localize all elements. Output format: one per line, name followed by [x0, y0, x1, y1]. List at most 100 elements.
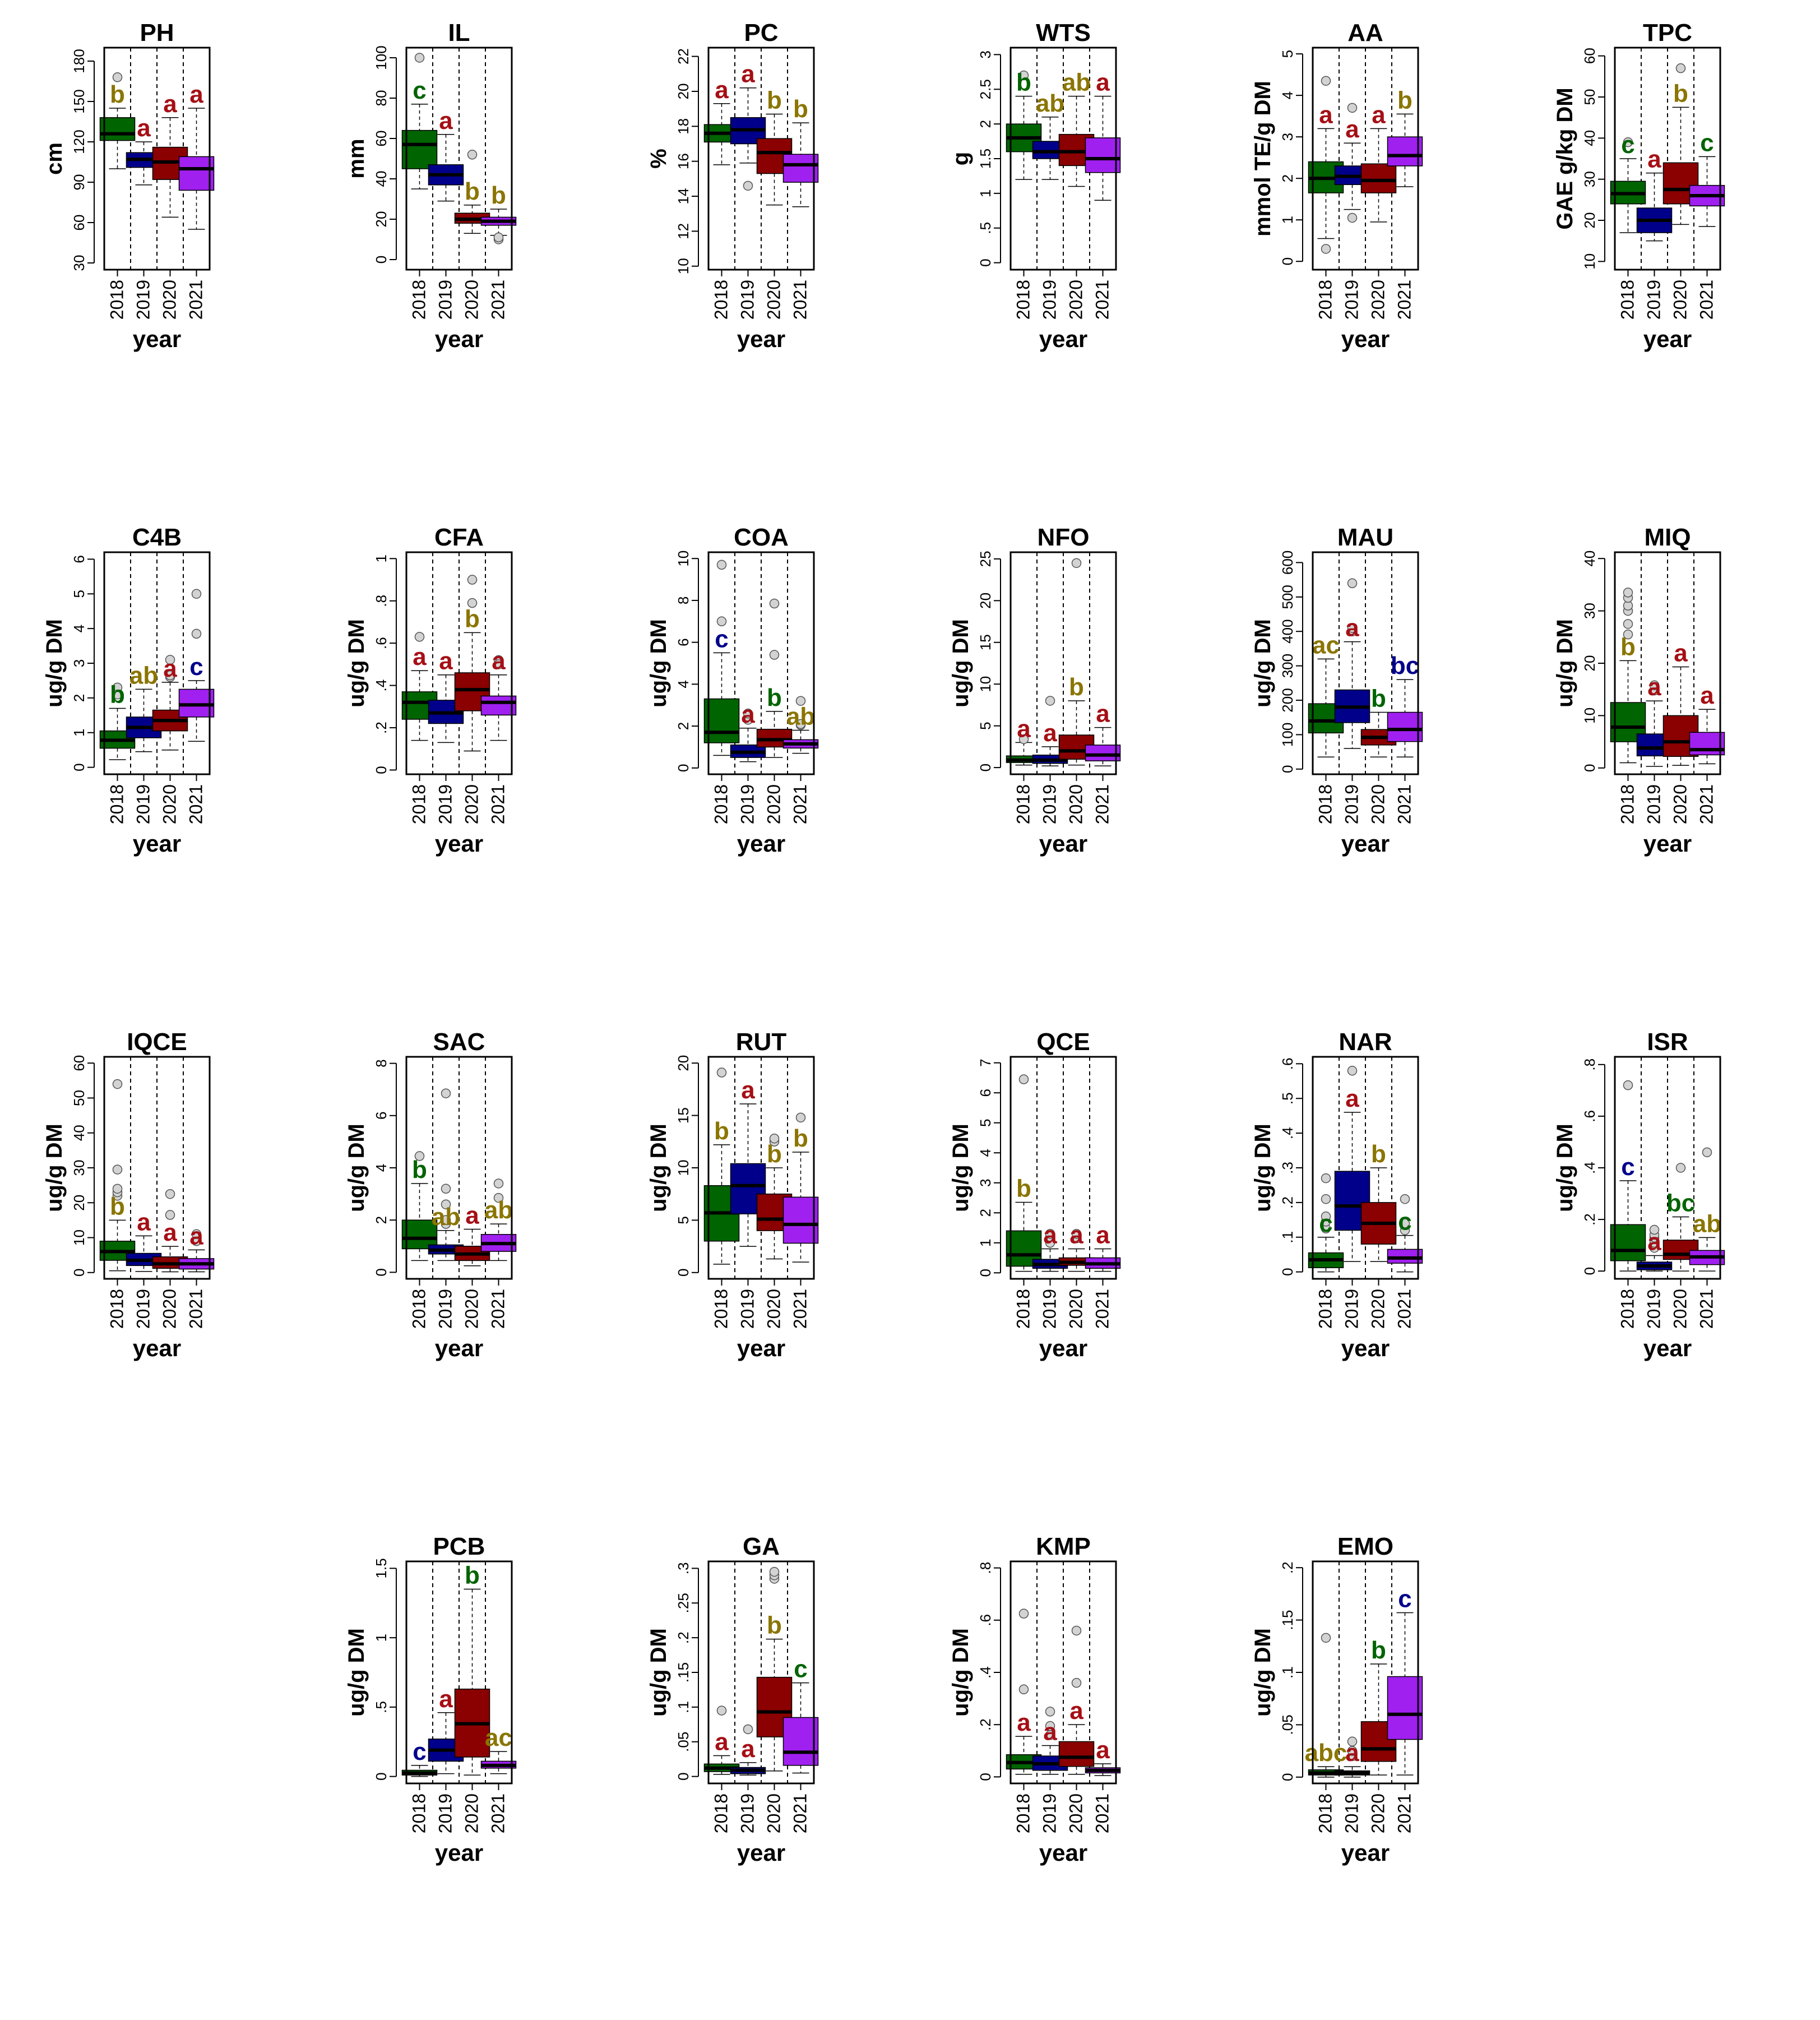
plot-frame — [1312, 1056, 1419, 1280]
box-2021: a — [1085, 700, 1121, 766]
x-axis-label: year — [1039, 830, 1087, 857]
y-tick-label: 5 — [71, 590, 87, 598]
box-2020: a — [152, 655, 188, 751]
box-iqr — [1610, 1224, 1646, 1261]
box-2019: a — [1636, 146, 1673, 242]
x-tick-label: 2021 — [1395, 1793, 1415, 1833]
y-tick-label: 2 — [977, 120, 994, 128]
outlier-point — [769, 650, 780, 660]
box-iqr — [1085, 137, 1121, 173]
box-2018: c — [703, 560, 740, 756]
y-tick-label: 10 — [675, 258, 692, 274]
box-2021: a — [1085, 1736, 1121, 1776]
plot-frame — [1614, 1056, 1721, 1280]
significance-letter: b — [1069, 673, 1084, 701]
outlier-point — [1321, 1173, 1331, 1184]
y-tick-label: 1 — [977, 189, 994, 197]
y-tick-label: 3 — [71, 659, 87, 667]
outlier-point — [112, 1079, 123, 1089]
box-2018: a — [703, 1705, 740, 1775]
y-tick-label: 18 — [675, 118, 692, 135]
x-axis-label: year — [435, 326, 483, 352]
x-tick-label: 2020 — [764, 1793, 784, 1833]
outlier-point — [1623, 588, 1633, 598]
y-axis-label: cm — [42, 142, 67, 175]
y-tick-label: .1 — [1279, 1666, 1296, 1679]
y-axis-label: ug/g DM — [646, 1628, 671, 1717]
x-tick-label: 2019 — [1040, 280, 1060, 320]
y-tick-label: 10 — [977, 676, 994, 692]
y-tick-label: 5 — [977, 1118, 994, 1126]
box-2018: b — [99, 1079, 136, 1272]
x-tick-label: 2020 — [1066, 280, 1086, 320]
y-axis-label: ug/g DM — [344, 1124, 369, 1212]
outlier-point — [743, 181, 753, 191]
x-tick-label: 2021 — [1697, 280, 1717, 320]
x-tick-label: 2021 — [488, 1289, 508, 1329]
x-tick-label: 2018 — [409, 1793, 429, 1833]
y-tick-label: 1 — [977, 1239, 994, 1247]
outlier-point — [1623, 1080, 1633, 1090]
x-tick-label: 2021 — [186, 280, 206, 320]
box-2018: b — [1006, 1074, 1042, 1272]
y-tick-label: 10 — [1581, 708, 1598, 724]
y-tick-label: 0 — [675, 1269, 692, 1277]
significance-letter: ab — [484, 1196, 513, 1224]
significance-letter: c — [715, 625, 728, 653]
x-tick-label: 2019 — [1342, 280, 1362, 320]
y-tick-label: .1 — [675, 1701, 692, 1713]
y-tick-label: .2 — [675, 1631, 692, 1644]
x-tick-label: 2018 — [711, 784, 731, 824]
box-2020: a — [152, 90, 188, 218]
box-2020: a — [1360, 101, 1397, 223]
outlier-point — [1675, 63, 1686, 73]
box-2019: a — [428, 107, 464, 202]
box-2020: b — [454, 575, 490, 752]
significance-letter: c — [1398, 1208, 1411, 1236]
outlier-point — [1321, 1194, 1331, 1204]
y-tick-label: 4 — [373, 1164, 390, 1172]
y-tick-label: .25 — [675, 1593, 692, 1613]
box-2018: c — [1308, 1173, 1344, 1273]
significance-letter: a — [439, 107, 453, 135]
plot-frame — [103, 1056, 211, 1280]
y-tick-label: 40 — [71, 1125, 87, 1141]
x-tick-label: 2019 — [1342, 1289, 1362, 1329]
outlier-point — [1347, 578, 1358, 589]
box-2020: b — [756, 86, 793, 206]
box-2021: c — [1387, 1194, 1423, 1273]
x-tick-label: 2019 — [738, 280, 758, 320]
x-tick-label: 2018 — [409, 784, 429, 824]
plot-frame — [1614, 551, 1721, 775]
chart-title: MAU — [1337, 524, 1393, 551]
y-axis-label: ug/g DM — [646, 1124, 671, 1212]
y-axis-label: ug/g DM — [1553, 619, 1577, 708]
y-axis-label: ug/g DM — [646, 619, 671, 708]
x-tick-label: 2019 — [1342, 784, 1362, 824]
x-tick-label: 2019 — [738, 1793, 758, 1833]
x-tick-label: 2021 — [186, 784, 206, 824]
significance-letter: b — [767, 1140, 782, 1168]
y-tick-label: 15 — [977, 634, 994, 650]
y-tick-label: .6 — [1279, 1058, 1296, 1070]
significance-letter: c — [1621, 131, 1634, 159]
chart-title: WTS — [1036, 19, 1091, 47]
x-tick-label: 2018 — [1013, 280, 1034, 320]
x-tick-label: 2018 — [107, 1289, 127, 1329]
x-tick-label: 2021 — [790, 280, 811, 320]
plot-frame — [707, 1560, 815, 1785]
chart-panel-pcb: PCB ca b ac 0 .5 1 1.5 ug/g DM 2018 2019 2020 2021ye… — [344, 1533, 517, 1866]
x-tick-label: 2020 — [1670, 1289, 1691, 1329]
y-axis-label: g — [948, 152, 973, 165]
box-iqr — [782, 154, 819, 183]
y-tick-label: .6 — [977, 1614, 994, 1626]
x-axis-label: year — [1341, 326, 1390, 352]
y-tick-label: 10 — [1581, 253, 1598, 270]
plot-frame — [1312, 1560, 1419, 1785]
y-tick-label: 1 — [373, 1634, 390, 1642]
x-tick-label: 2021 — [790, 1289, 811, 1329]
